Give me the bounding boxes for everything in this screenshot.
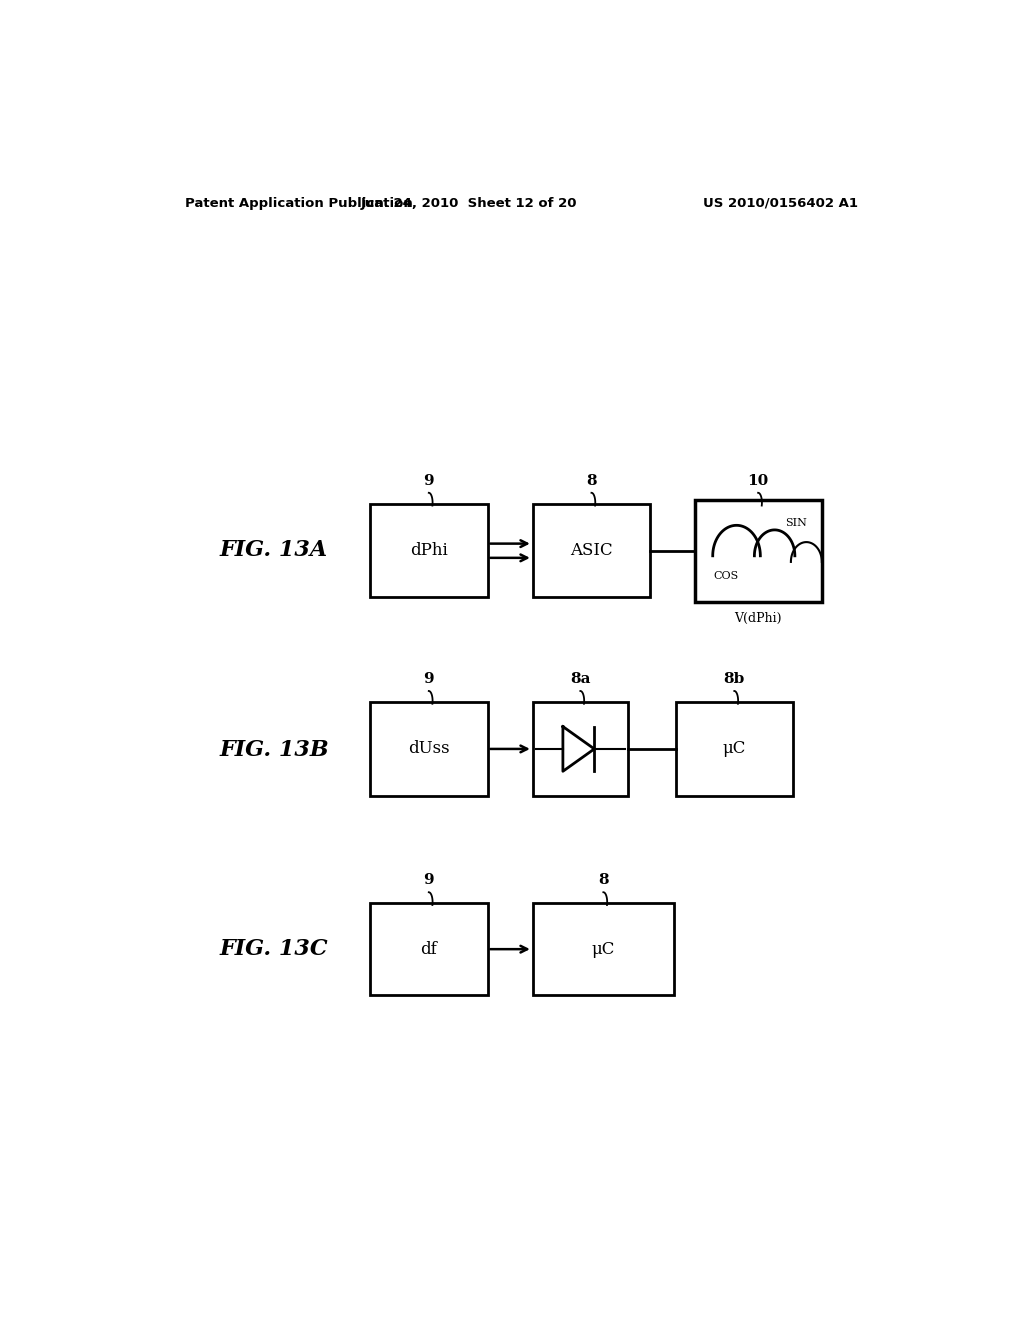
Text: Patent Application Publication: Patent Application Publication <box>185 197 413 210</box>
Bar <box>694 500 821 602</box>
Text: μC: μC <box>592 941 615 957</box>
Text: US 2010/0156402 A1: US 2010/0156402 A1 <box>703 197 858 210</box>
Text: dPhi: dPhi <box>410 543 447 560</box>
Text: dUss: dUss <box>408 741 450 758</box>
Text: ASIC: ASIC <box>570 543 612 560</box>
Text: 8b: 8b <box>724 672 744 686</box>
Text: V(dPhi): V(dPhi) <box>734 611 782 624</box>
Text: 9: 9 <box>424 672 434 686</box>
Text: COS: COS <box>714 572 739 581</box>
Bar <box>532 903 674 995</box>
Text: 8a: 8a <box>570 672 591 686</box>
Text: 8: 8 <box>586 474 597 487</box>
Text: 9: 9 <box>424 474 434 487</box>
Text: FIG. 13C: FIG. 13C <box>219 939 328 960</box>
Text: 10: 10 <box>748 474 769 487</box>
Bar <box>532 504 650 598</box>
Text: FIG. 13B: FIG. 13B <box>219 739 329 760</box>
Text: SIN: SIN <box>785 519 807 528</box>
Text: Jun. 24, 2010  Sheet 12 of 20: Jun. 24, 2010 Sheet 12 of 20 <box>361 197 578 210</box>
Bar <box>370 903 487 995</box>
Bar <box>370 702 487 796</box>
Text: 9: 9 <box>424 873 434 887</box>
Bar <box>370 504 487 598</box>
Text: μC: μC <box>723 741 746 758</box>
Text: df: df <box>421 941 437 957</box>
Bar <box>676 702 793 796</box>
Bar <box>532 702 628 796</box>
Text: FIG. 13A: FIG. 13A <box>219 539 328 561</box>
Text: 8: 8 <box>598 873 608 887</box>
